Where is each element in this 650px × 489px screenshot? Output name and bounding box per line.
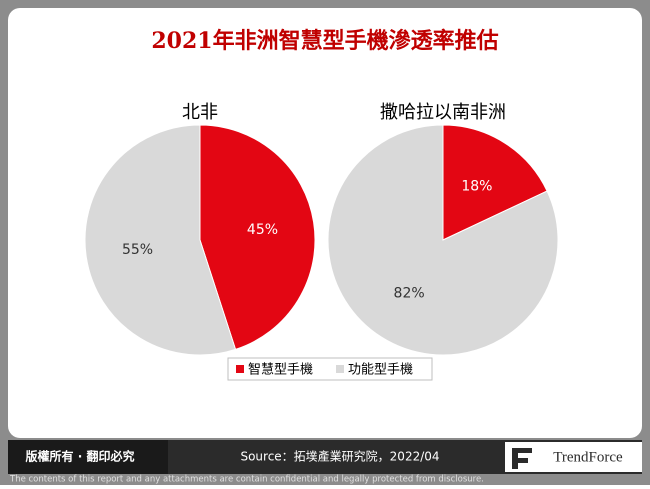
logo-icon (512, 448, 532, 469)
legend-label: 功能型手機 (348, 363, 413, 378)
rights: 版權所有 · 翻印必究 (26, 449, 135, 464)
legend-swatch (236, 365, 244, 373)
pie-slice (84, 124, 237, 356)
legend-swatch (336, 365, 344, 373)
value-label: 45% (247, 222, 278, 238)
value-label: 55% (122, 242, 153, 258)
pie-title: 撒哈拉以南非洲 (380, 102, 506, 123)
legend-label: 智慧型手機 (248, 362, 313, 378)
pie-slice (442, 124, 548, 241)
disclaimer: The contents of this report and any atta… (9, 475, 484, 485)
legend (227, 357, 433, 381)
title: 2021年非洲智慧型手機滲透率推估 (151, 28, 498, 54)
logo: TrendForce (553, 449, 623, 465)
pie-slice (199, 124, 316, 351)
footer-left (8, 440, 168, 474)
source: Source：拓墣產業研究院，2022/04 (240, 449, 439, 464)
pie-slice (327, 124, 559, 356)
pie-title: 北非 (182, 102, 218, 123)
legend-items: 智慧型手機 功能型手機 (236, 362, 413, 378)
value-label: 82% (394, 285, 425, 301)
pies: 45% 55% 18% 82% (84, 124, 559, 356)
logo-bg (505, 442, 642, 472)
value-label: 18% (461, 179, 492, 195)
